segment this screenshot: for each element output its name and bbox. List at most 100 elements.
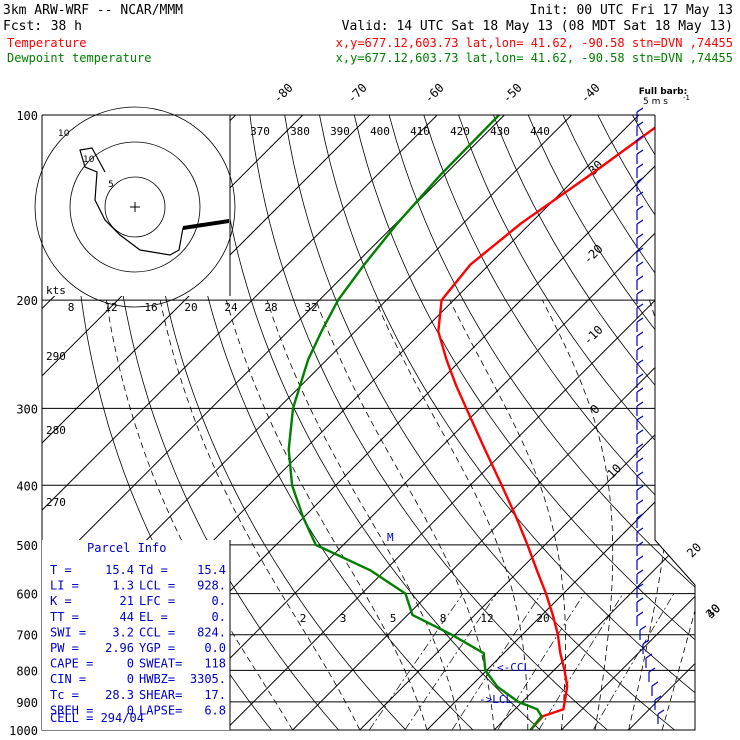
- wind-barb-flag: [642, 639, 650, 645]
- parcel-field-label: CCL =: [139, 625, 175, 639]
- wind-barb-flag: [636, 415, 644, 421]
- parcel-field-value: 0.: [212, 610, 226, 624]
- dry-adiabat: [319, 115, 695, 730]
- parcel-field-value: 28.3: [105, 688, 134, 702]
- parcel-field-label: SREH =: [50, 703, 93, 717]
- mixing-ratio-line: [360, 593, 464, 730]
- parcel-field-value: 0.0: [204, 641, 226, 655]
- theta-e-label: 290: [46, 350, 66, 363]
- dry-adiabat: [109, 115, 351, 730]
- mixing-ratio-line: [585, 593, 675, 730]
- parcel-field-value: 21: [120, 594, 134, 608]
- parcel-field-label: LCL =: [139, 579, 175, 593]
- wind-barb-flag: [636, 611, 644, 617]
- isotherm-label: 20: [684, 540, 704, 560]
- hodograph-ring-label: 5: [108, 180, 114, 190]
- theta-label: 420: [450, 125, 470, 138]
- isotherm: [279, 115, 695, 730]
- wind-barb-flag: [648, 667, 656, 673]
- mixing-ratio-label: 5: [390, 612, 397, 625]
- hodograph-units: kts: [46, 284, 66, 297]
- wind-barb-flag: [636, 527, 644, 533]
- parcel-field-value: 0: [127, 703, 134, 717]
- pressure-label: 400: [16, 479, 38, 493]
- wind-barb-flag: [639, 625, 647, 631]
- parcel-field-value: 15.4: [105, 563, 134, 577]
- moist-adiabat: [159, 300, 361, 730]
- moist-adiabat: [661, 300, 695, 730]
- parcel-field-value: 928.: [197, 579, 226, 593]
- wind-scale-value: 5 m s -1: [643, 94, 690, 107]
- parcel-field-label: HWBZ=: [139, 672, 175, 686]
- wind-barb-flag: [636, 583, 644, 589]
- hodograph-ring-label: 10: [83, 155, 95, 165]
- theta-label: 430: [490, 125, 510, 138]
- wind-barb-flag: [636, 373, 644, 379]
- pressure-label: 700: [16, 629, 38, 643]
- theta-label: 440: [530, 125, 550, 138]
- isotherm-label: -10: [581, 323, 606, 348]
- wind-barb-flag: [636, 261, 644, 267]
- wind-scale-unit: 5 m s: [643, 97, 668, 107]
- parcel-field-value: 44: [120, 610, 134, 624]
- wind-barb-flag: [636, 555, 644, 561]
- parcel-field-label: SWEAT=: [139, 657, 182, 671]
- melting-level-marker: M: [387, 531, 394, 544]
- isotherm: [480, 115, 695, 730]
- parcel-field-value: 3.2: [112, 625, 134, 639]
- parcel-field-value: 17.: [204, 688, 226, 702]
- pressure-label: 900: [16, 696, 38, 710]
- wind-barb-flag: [654, 695, 662, 701]
- lcl-marker: ->LCL: [479, 693, 512, 706]
- mixing-ratio-line: [443, 593, 542, 730]
- pressure-label: 800: [16, 664, 38, 678]
- mixing-ratio-label: 12: [480, 612, 493, 625]
- temperature-location: x,y=677.12,603.73 lat,lon= 41.62, -90.58…: [336, 36, 733, 50]
- init-time: Init: 00 UTC Fri 17 May 13: [530, 3, 734, 18]
- hodograph-ring: [34, 106, 236, 308]
- moist-adiabat: [628, 299, 673, 730]
- dry-adiabat: [180, 115, 487, 730]
- wind-barb-flag: [636, 485, 644, 491]
- temperature-legend: Temperature: [7, 36, 86, 50]
- parcel-field-label: K =: [50, 594, 72, 608]
- wind-barb-flag: [636, 499, 644, 505]
- isotherm: [42, 115, 438, 730]
- mixing-ratio-line: [530, 593, 624, 730]
- dry-adiabat: [666, 115, 695, 730]
- dry-adiabat: [214, 115, 555, 730]
- wind-barb-flag: [636, 177, 644, 183]
- pressure-label: 600: [16, 588, 38, 602]
- dry-adiabat: [458, 115, 695, 730]
- parcel-field-value: 118: [204, 657, 226, 671]
- parcel-field-value: 3305.: [190, 672, 226, 686]
- parcel-field-label: SHEAR=: [139, 688, 182, 702]
- mixing-ratio-label: 2: [300, 612, 307, 625]
- isotherm-label: -70: [345, 81, 370, 106]
- wind-barb-flag: [636, 513, 644, 519]
- pressure-label: 500: [16, 539, 38, 553]
- parcel-field-value: 1.3: [112, 579, 134, 593]
- parcel-field-label: EL =: [139, 610, 168, 624]
- moist-adiabat: [542, 299, 614, 730]
- mixing-ratio-line: [489, 593, 585, 730]
- wind-barb-flag: [636, 471, 644, 477]
- moist-adiabat: [225, 299, 428, 730]
- forecast-hours: 38 h: [51, 19, 82, 34]
- valid-time: Valid: 14 UTC Sat 18 May 13 (08 MDT Sat …: [342, 19, 733, 34]
- wind-scale-exponent: -1: [683, 94, 690, 102]
- dry-adiabat: [388, 115, 695, 730]
- hodograph-trace: [79, 147, 230, 256]
- dry-adiabat: [423, 115, 695, 730]
- isotherm-label: 40: [703, 601, 723, 621]
- parcel-field-label: CIN =: [50, 672, 86, 686]
- parcel-field-label: T =: [50, 563, 72, 577]
- parcel-field-value: 0.: [212, 594, 226, 608]
- parcel-field-value: 0: [127, 672, 134, 686]
- dry-adiabat: [597, 115, 695, 730]
- moist-adiabat: [315, 299, 495, 730]
- parcel-field-label: SWI =: [50, 625, 86, 639]
- wind-barb-flag: [636, 345, 644, 351]
- wind-barb-flag: [636, 569, 644, 575]
